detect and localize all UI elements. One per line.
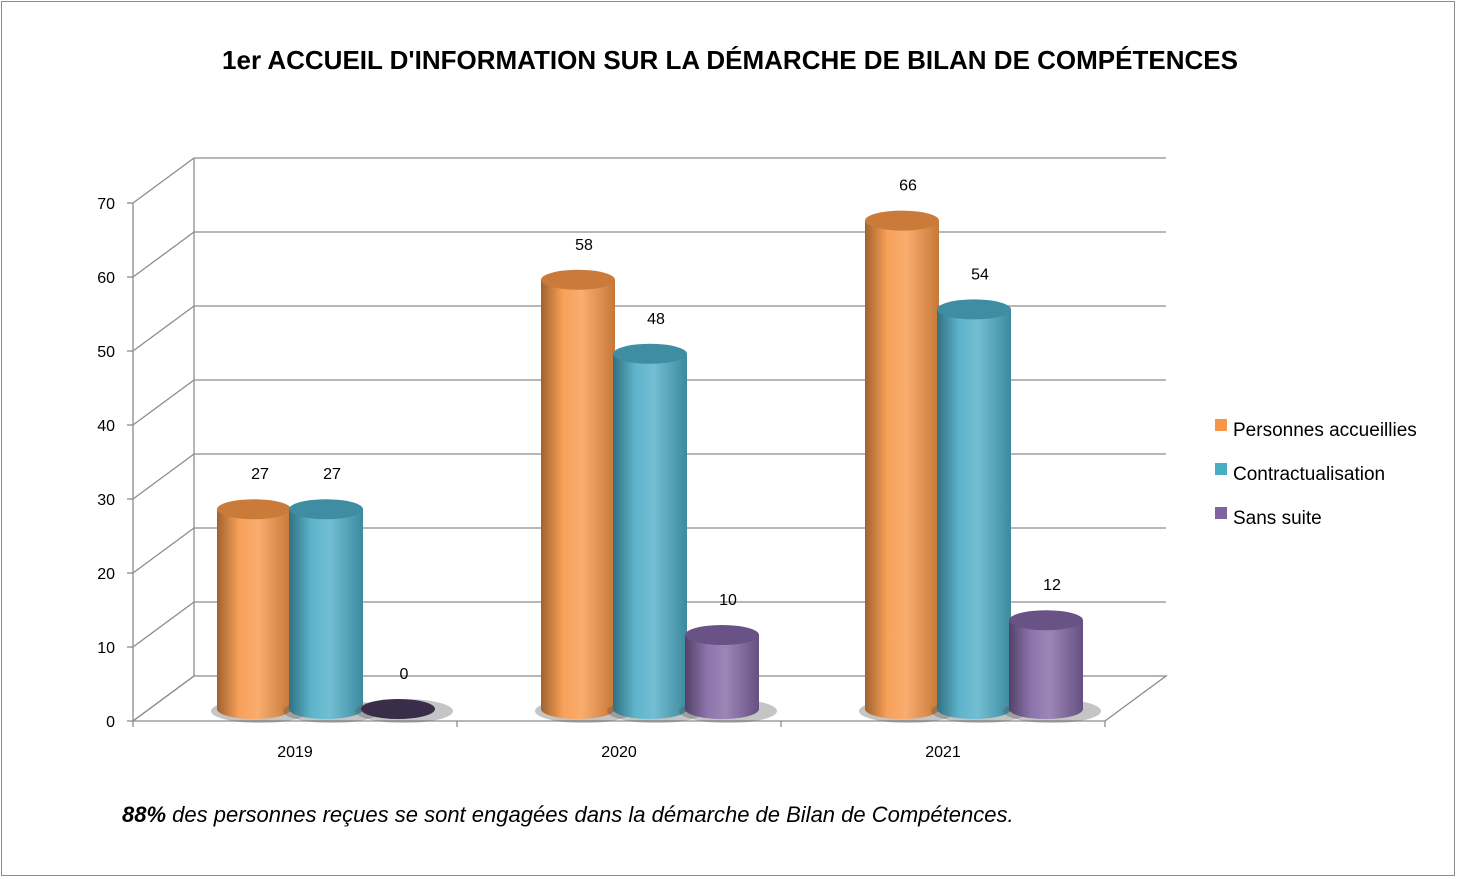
bar-body	[1009, 620, 1083, 719]
legend-item: Sans suite	[1215, 507, 1322, 529]
y-axis: 0 10 20 30 40 50 60 70	[97, 196, 133, 731]
bar-contractualisation	[607, 343, 705, 723]
gridline-diagonal	[132, 231, 195, 278]
gridline-diagonal	[132, 305, 195, 352]
legend-swatch	[1215, 419, 1227, 431]
bar-body	[541, 279, 615, 719]
x-tick-label: 2020	[601, 744, 637, 761]
gridline-diagonal	[132, 527, 195, 574]
legend-item: Personnes accueillies	[1215, 419, 1417, 441]
x-tick-label: 2019	[277, 744, 313, 761]
gridline-diagonal	[132, 379, 195, 426]
bar-body	[865, 220, 939, 719]
footnote-text: des personnes reçues se sont engagées da…	[166, 802, 1014, 827]
bar-personnes-accueillies	[535, 269, 633, 723]
footnote: 88% des personnes reçues se sont engagée…	[122, 802, 1014, 828]
legend-swatch	[1215, 463, 1227, 475]
bar-cap	[937, 299, 1011, 320]
chart-bars	[211, 210, 1101, 723]
y-tick-label: 50	[97, 344, 115, 361]
legend-swatch	[1215, 507, 1227, 519]
legend-label: Sans suite	[1233, 508, 1322, 529]
data-label: 48	[647, 311, 665, 328]
data-label: 12	[1043, 577, 1061, 594]
bar-cap	[361, 699, 435, 719]
bar-contractualisation	[931, 299, 1029, 723]
bar-personnes-accueillies	[211, 499, 309, 723]
data-label: 58	[575, 237, 593, 254]
y-tick-label: 20	[97, 566, 115, 583]
bar-body	[613, 353, 687, 719]
bar-cap	[541, 269, 615, 290]
data-label: 54	[971, 266, 989, 283]
legend-item: Contractualisation	[1215, 463, 1385, 485]
data-label: 27	[323, 466, 341, 483]
bar-body	[937, 309, 1011, 719]
bar-cap	[289, 499, 363, 520]
y-tick-label: 10	[97, 640, 115, 657]
gridline-diagonal	[132, 601, 195, 648]
bar-body	[217, 509, 291, 719]
bar-sans-suite	[355, 699, 453, 723]
bar-body	[289, 509, 363, 719]
bar-cap	[613, 343, 687, 364]
bar-body	[685, 635, 759, 719]
y-tick-label: 60	[97, 270, 115, 287]
bar-cap	[217, 499, 291, 520]
gridline-diagonal	[132, 453, 195, 500]
footnote-emphasis: 88%	[122, 802, 167, 827]
x-tick-label: 2021	[925, 744, 961, 761]
chart-legend: Personnes accueillies Contractualisation S…	[1215, 419, 1417, 529]
bar-cap	[685, 625, 759, 645]
bar-sans-suite	[1003, 610, 1101, 723]
y-tick-label: 70	[97, 196, 115, 213]
y-tick-label: 30	[97, 492, 115, 509]
data-label: 10	[719, 592, 737, 609]
data-label: 0	[400, 666, 409, 683]
data-label: 66	[899, 178, 917, 195]
y-tick-label: 40	[97, 418, 115, 435]
y-tick-label: 0	[106, 714, 115, 731]
data-label: 27	[251, 466, 269, 483]
data-labels: 27 27 0 58 48 10 66 54 12	[251, 178, 1061, 683]
legend-label: Contractualisation	[1233, 464, 1385, 485]
bar-sans-suite	[679, 625, 777, 723]
bar-cap	[1009, 610, 1083, 631]
gridline-diagonal	[132, 675, 195, 722]
bar-personnes-accueillies	[859, 210, 957, 723]
gridline-diagonal	[132, 157, 195, 204]
chart-title: 1er ACCUEIL D'INFORMATION SUR LA DÉMARCH…	[222, 45, 1238, 75]
x-axis: 2019 2020 2021	[132, 721, 1106, 761]
bar-contractualisation	[283, 499, 381, 723]
legend-label: Personnes accueillies	[1233, 420, 1417, 441]
bar-cap	[865, 210, 939, 231]
